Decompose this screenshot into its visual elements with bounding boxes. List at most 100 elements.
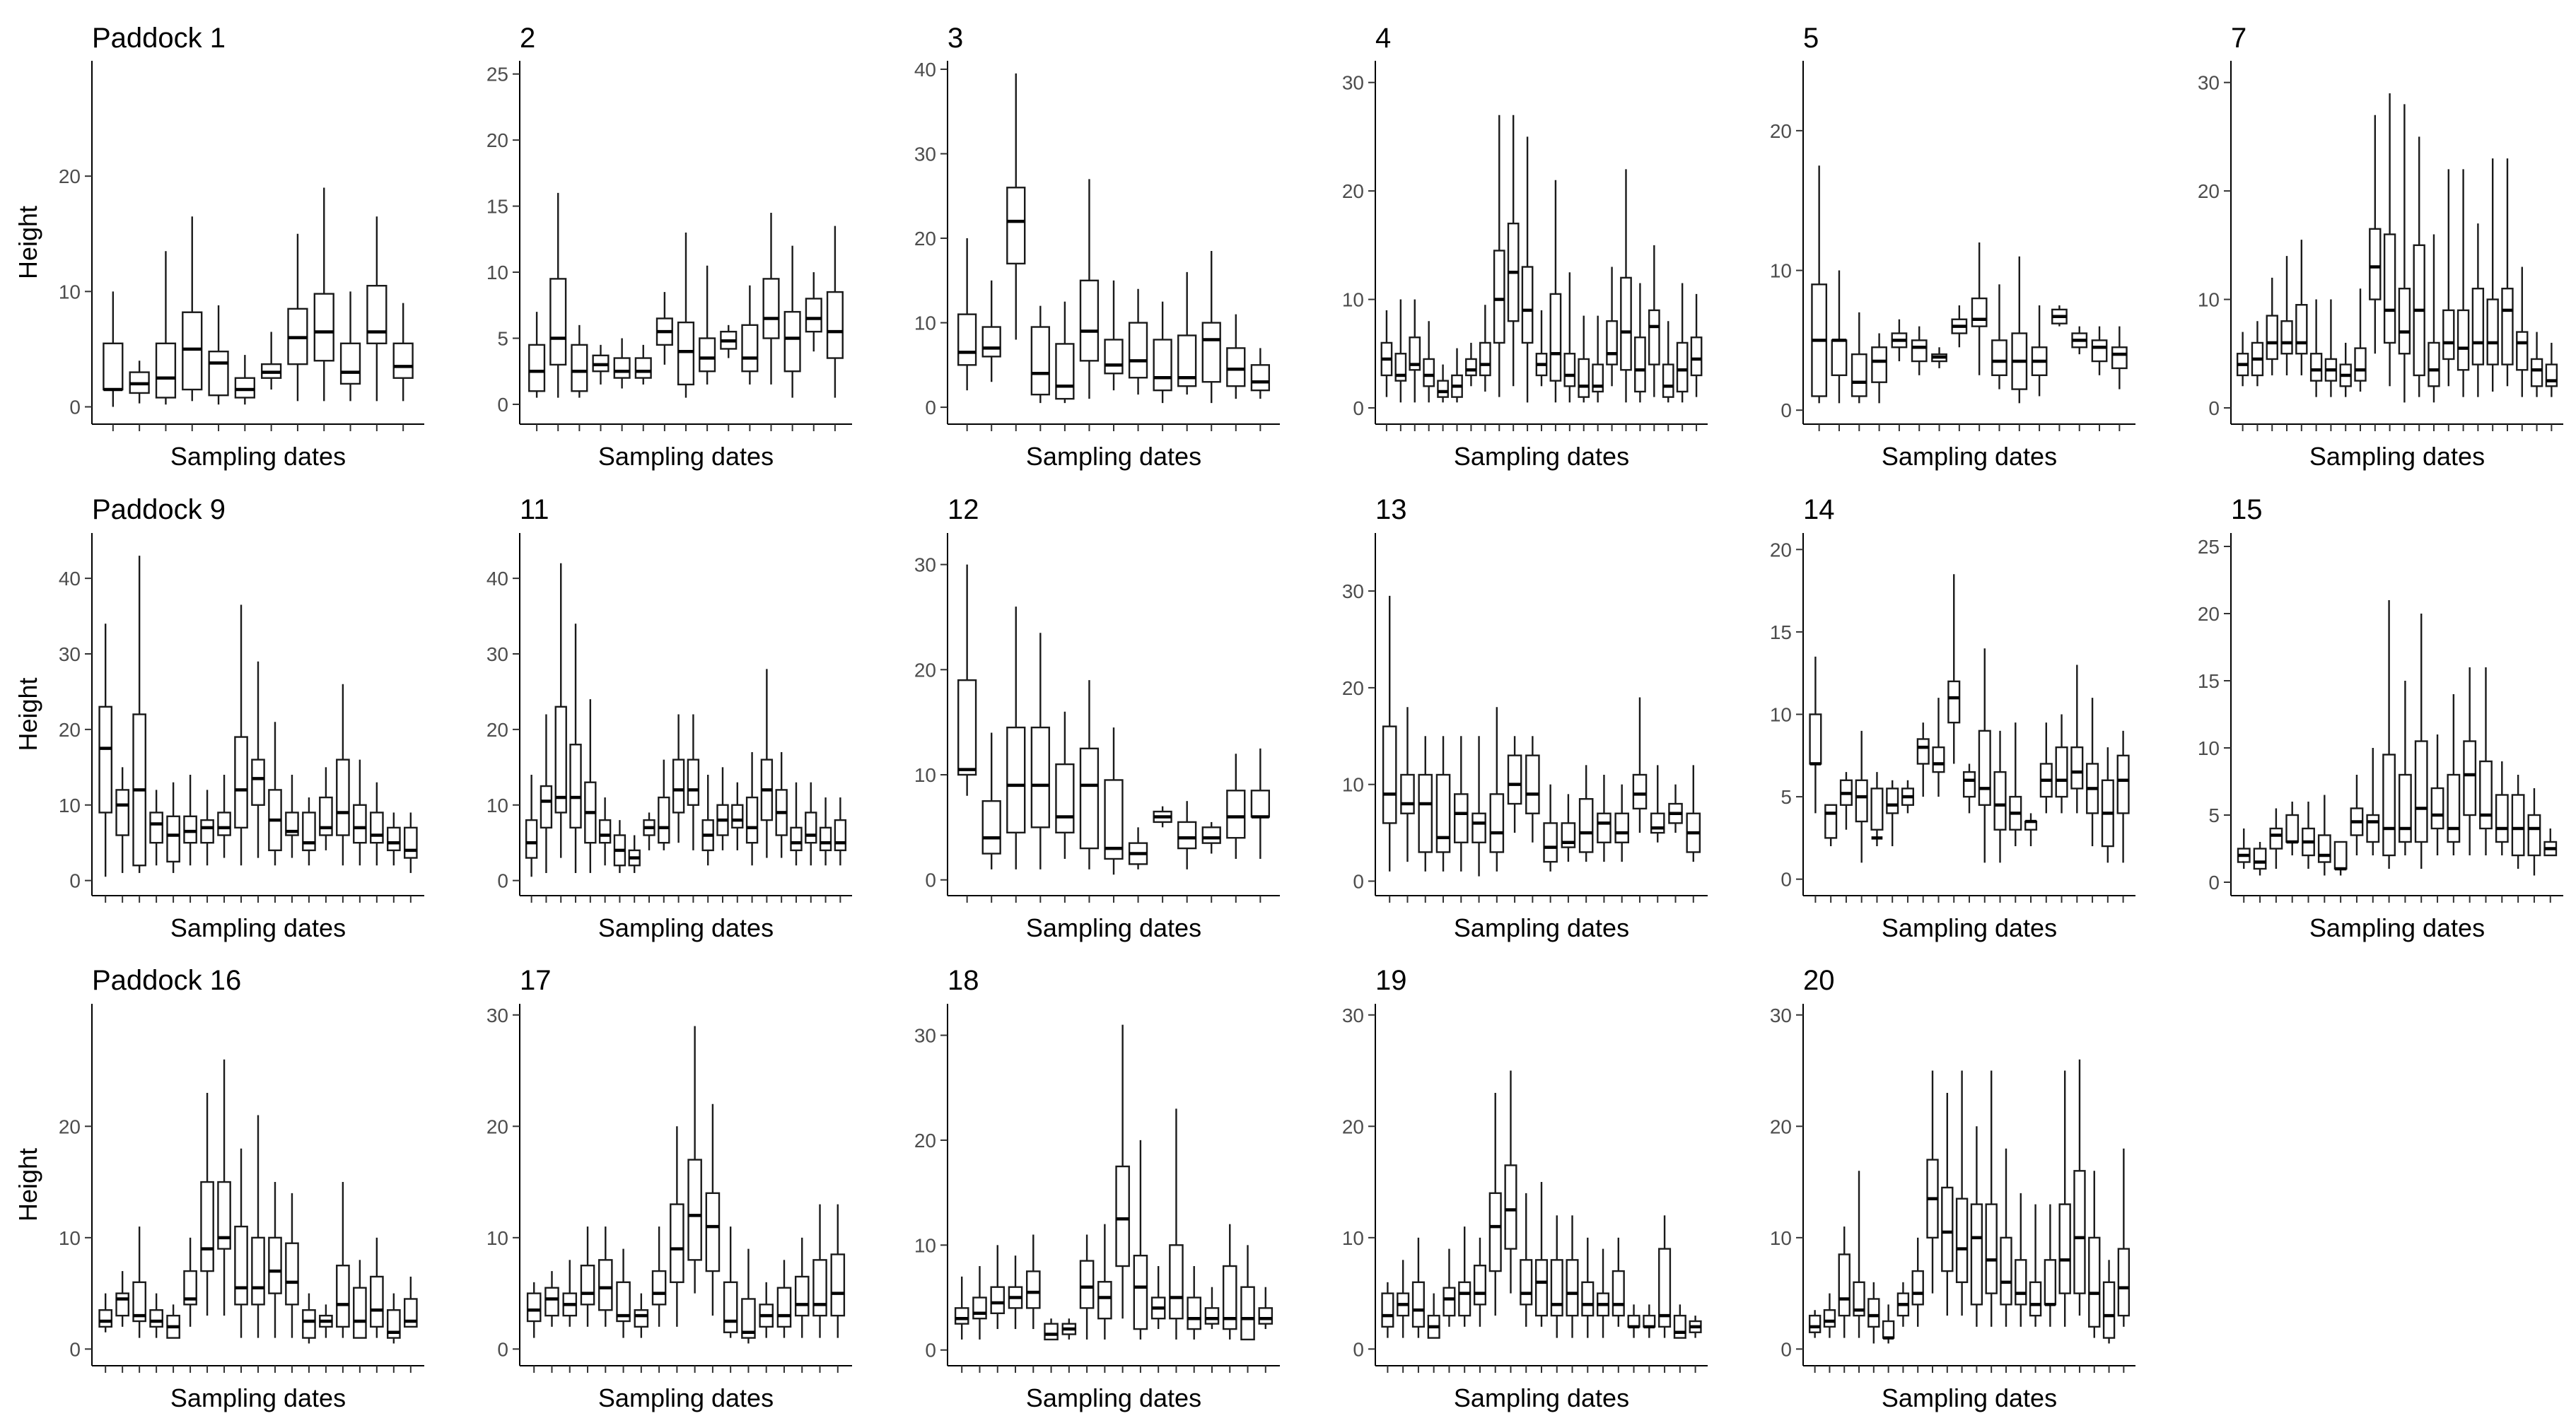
box [1643,1314,1656,1328]
box [336,1265,350,1328]
box [2091,339,2108,363]
y-tick-label: 10 [914,312,936,334]
box [2266,315,2278,361]
y-tick-label: 10 [914,1234,936,1256]
box [1489,793,1505,853]
y-tick-label: 10 [1342,1227,1364,1249]
x-axis-title: Sampling dates [1026,442,1201,471]
panel-title: 14 [1803,494,1835,525]
box [1870,787,1884,831]
panel-title: 4 [1375,23,1391,54]
box [651,1270,667,1306]
box [166,815,180,863]
y-axis-title: Height [13,206,42,279]
box [1947,680,1961,724]
y-tick-label: 10 [914,764,936,786]
box [1479,341,1491,377]
box [616,1281,631,1323]
panel: 7 0 10 20 30 Sampling dates [2198,23,2563,471]
y-tick-label: 20 [486,1115,508,1137]
x-axis-title: Sampling dates [1454,913,1629,942]
box [1673,1314,1686,1339]
box [1055,343,1075,400]
box [2117,1248,2131,1317]
y-tick-label: 20 [486,129,508,151]
y-tick-label: 25 [2198,536,2220,558]
box [1458,1281,1471,1317]
box [1525,754,1540,814]
panel-title: 12 [948,494,979,525]
box [1620,276,1632,371]
box [1493,250,1505,344]
box [1627,1314,1640,1328]
box [1079,1260,1095,1309]
y-tick-label: 10 [1770,704,1792,726]
box [805,812,817,844]
box [613,357,631,379]
box [1465,358,1477,377]
panel-title: 15 [2231,494,2263,525]
x-axis-title: Sampling dates [598,913,774,942]
box [2102,1281,2116,1339]
y-tick-label: 20 [1342,677,1364,699]
box [353,1287,367,1339]
box [387,826,401,852]
y-tick-label: 20 [59,165,81,187]
box [805,298,822,333]
y-tick-label: 10 [1770,1227,1792,1249]
box [790,826,803,852]
box [731,804,744,829]
box [2398,288,2411,355]
box [834,819,847,852]
x-axis-title: Sampling dates [170,1383,346,1412]
y-tick-label: 10 [486,795,508,816]
panel-title: 18 [948,965,979,996]
box [103,342,124,391]
y-tick-label: 10 [59,795,81,816]
box [1382,725,1397,824]
box [2442,309,2455,361]
y-tick-label: 10 [59,1227,81,1249]
x-axis-title: Sampling dates [598,442,774,471]
y-tick-label: 25 [486,64,508,86]
box [1993,771,2007,831]
box [1911,339,1928,363]
box [302,1309,316,1339]
box [819,826,832,852]
box [741,324,759,373]
panel: 14 0 5 10 15 20 Sampling dates [1770,494,2135,942]
box [1955,1197,1969,1284]
box [1115,1165,1130,1267]
y-tick-label: 20 [914,1130,936,1152]
panel-title: 7 [2231,23,2246,54]
box [1409,336,1421,371]
box [2058,1203,2071,1294]
box [525,819,538,859]
y-tick-label: 20 [1342,1115,1364,1137]
box [319,796,333,836]
box [313,293,334,362]
x-axis-title: Sampling dates [598,1383,774,1412]
box [1240,1286,1255,1341]
y-tick-label: 30 [914,554,936,576]
box [1520,1259,1533,1306]
box [2055,746,2068,798]
box [2044,1259,2057,1306]
box [972,1296,987,1320]
box [182,311,203,391]
box [353,804,367,844]
panel: 4 0 10 20 30 Sampling dates [1342,23,1708,471]
y-tick-label: 15 [2198,670,2220,692]
box [981,800,1001,855]
box [1690,336,1703,377]
box [1648,309,1660,365]
box [2073,1170,2086,1294]
box [1550,1259,1563,1317]
panel: 15 0 5 10 15 20 25 Sampling dates [2198,494,2563,942]
box [672,759,685,814]
y-tick-label: 20 [914,228,936,250]
y-tick-label: 10 [486,1227,508,1249]
box [1855,779,1868,823]
box [687,1159,702,1261]
y-tick-label: 0 [69,1338,81,1360]
